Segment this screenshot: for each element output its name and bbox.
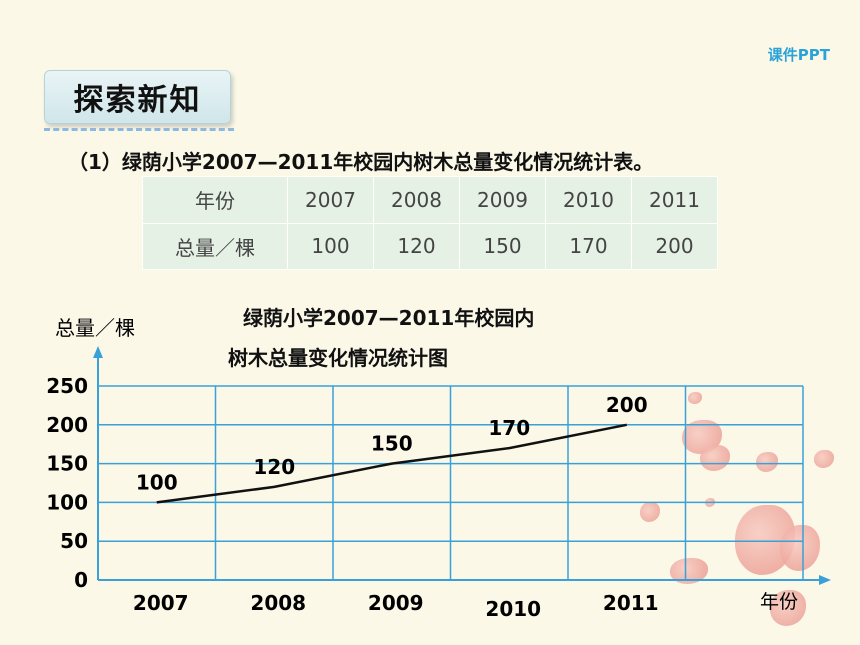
- y-axis-label: 总量／棵: [55, 316, 135, 340]
- x-tick-label: 2009: [368, 591, 424, 615]
- y-tick-label: 150: [46, 452, 88, 476]
- petal-decoration: [780, 525, 820, 571]
- x-tick-label: 2007: [133, 591, 189, 615]
- y-tick-label: 100: [46, 490, 88, 514]
- y-axis-arrow: [93, 346, 103, 358]
- table-row-totals: 总量／棵 100 120 150 170 200: [142, 222, 718, 270]
- section-title: 探索新知: [44, 70, 231, 124]
- table-cell-year: 2010: [545, 176, 632, 224]
- table-caption: （1）绿荫小学2007—2011年校园内树木总量变化情况统计表。: [68, 150, 654, 174]
- data-label: 150: [371, 432, 413, 456]
- table-cell-total: 170: [545, 222, 632, 270]
- chart-title-line2: 树木总量变化情况统计图: [228, 346, 448, 370]
- petal-decoration: [640, 502, 660, 522]
- table-row-years: 年份 2007 2008 2009 2010 2011: [142, 176, 718, 224]
- y-tick-label: 50: [60, 529, 88, 553]
- data-label: 100: [136, 470, 178, 494]
- petal-decoration: [700, 445, 730, 471]
- table-cell-total: 150: [459, 222, 546, 270]
- x-tick-label: 2011: [603, 591, 659, 615]
- brand-label: 课件PPT: [767, 46, 830, 64]
- table-cell-total: 100: [287, 222, 374, 270]
- statistics-table: 年份 2007 2008 2009 2010 2011 总量／棵 100 120…: [142, 176, 718, 270]
- x-tick-label: 2008: [250, 591, 306, 615]
- petal-decoration: [814, 450, 834, 468]
- petal-decoration: [770, 590, 806, 626]
- data-label: 200: [606, 393, 648, 417]
- series-line: [156, 423, 627, 504]
- table-cell-total: 200: [631, 222, 718, 270]
- data-label: 170: [488, 416, 530, 440]
- x-tick-label: 2010: [485, 597, 541, 621]
- y-tick-label: 250: [46, 374, 88, 398]
- petal-decoration: [688, 392, 702, 404]
- table-cell-year: 2007: [287, 176, 374, 224]
- table-cell-year: 2011: [631, 176, 718, 224]
- y-tick-label: 200: [46, 413, 88, 437]
- table-header-year: 年份: [142, 176, 288, 224]
- y-tick-label: 0: [74, 568, 88, 592]
- chart-title-line1: 绿荫小学2007—2011年校园内: [243, 306, 535, 330]
- x-axis-arrow: [819, 575, 831, 585]
- banner-divider: [44, 128, 234, 131]
- data-label: 120: [253, 455, 295, 479]
- table-header-total: 总量／棵: [142, 222, 288, 270]
- x-axis-label: 年份: [760, 591, 798, 613]
- petal-decoration: [756, 452, 778, 472]
